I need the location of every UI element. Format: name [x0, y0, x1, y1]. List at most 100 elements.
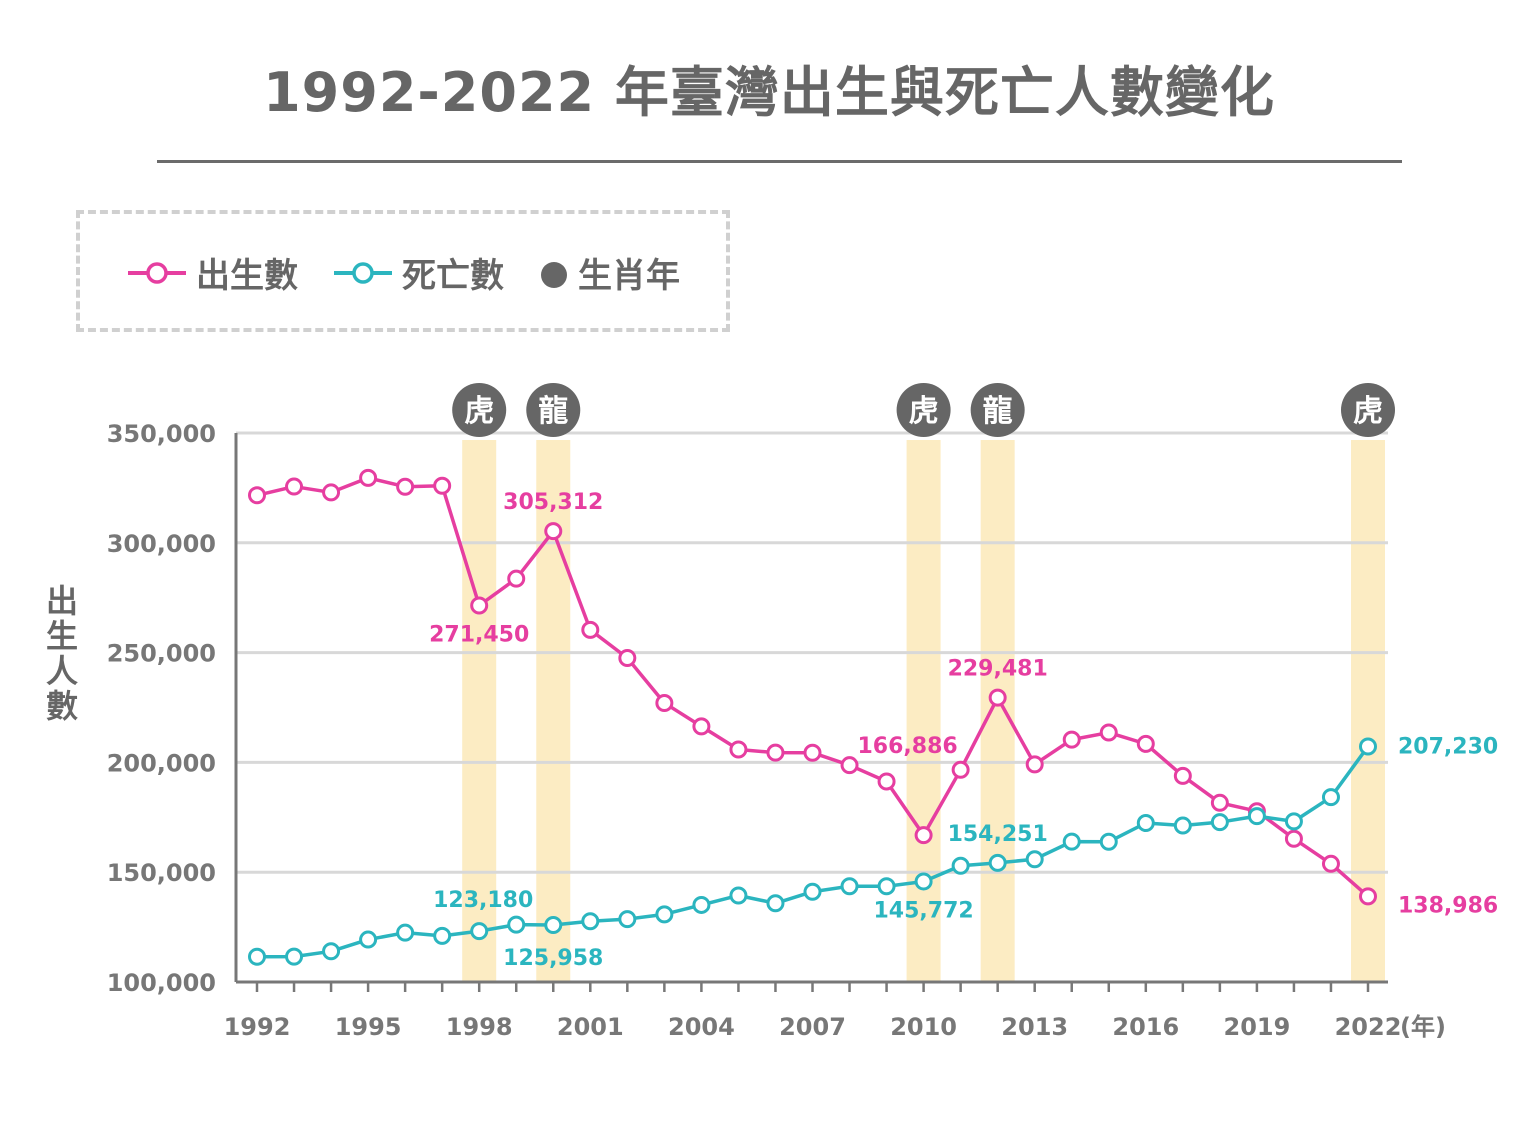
births-point — [951, 760, 970, 779]
deaths-point — [1136, 813, 1155, 832]
chart-title: 1992-2022 年臺灣出生與死亡人數變化 — [263, 61, 1275, 124]
series-lines — [248, 468, 1377, 966]
x-tick-label: 2004 — [668, 1013, 735, 1041]
legend-births[interactable]: 出生數 — [128, 256, 298, 296]
deaths-point — [1062, 832, 1081, 851]
births-point — [803, 743, 822, 762]
legend-deaths-label: 死亡數 — [402, 256, 504, 296]
y-tick-label: 200,000 — [107, 749, 216, 777]
deaths-point — [766, 894, 785, 913]
zodiac-badge-circle — [970, 383, 1025, 437]
zodiac-badge-circle — [452, 383, 507, 437]
zodiac-band-2010 — [906, 440, 941, 982]
zodiac-band-2000 — [536, 440, 571, 982]
zodiac-badge-2012: 龍 — [970, 383, 1025, 437]
data-label: 123,180 — [433, 888, 533, 913]
deaths-point — [248, 947, 266, 966]
births-point — [729, 740, 748, 759]
data-label: 271,450 — [429, 622, 529, 647]
zodiac-badge-circle — [896, 383, 951, 437]
x-tick-label: 2019 — [1224, 1013, 1291, 1041]
deaths-point — [618, 910, 637, 929]
x-tick-label: 2001 — [557, 1013, 624, 1041]
births-point — [359, 468, 378, 487]
deaths-point — [359, 930, 378, 949]
zodiac-badge-label: 虎 — [1353, 394, 1383, 429]
y-tick-label: 300,000 — [107, 530, 216, 558]
zodiac-badge-label: 虎 — [909, 394, 939, 429]
deaths-point — [285, 947, 304, 966]
deaths-point — [951, 856, 970, 875]
data-label: 166,886 — [857, 734, 957, 759]
zodiac-badge-2022: 虎 — [1341, 383, 1395, 437]
births-point — [1359, 887, 1377, 906]
births-point — [988, 688, 1007, 707]
births-point — [1062, 730, 1081, 749]
births-point — [581, 620, 600, 639]
zodiac-badge-2010: 虎 — [896, 383, 951, 437]
births-point — [396, 477, 415, 496]
deaths-point — [1321, 788, 1340, 807]
deaths-point — [470, 922, 489, 941]
deaths-point — [914, 872, 933, 891]
deaths-point — [1247, 807, 1266, 826]
zodiac-badge-label: 龍 — [538, 394, 568, 429]
births-point — [618, 649, 637, 668]
y-axis-title-char: 出 — [46, 582, 78, 620]
data-label: 125,958 — [503, 946, 603, 971]
births-point — [655, 693, 674, 712]
y-tick-label: 150,000 — [107, 859, 216, 887]
births-point — [248, 486, 266, 505]
data-label: 229,481 — [948, 657, 1048, 682]
zodiac-badge-2000: 龍 — [526, 383, 581, 437]
y-axis-title: 出生人數 — [46, 582, 78, 725]
data-labels: 305,312 271,450 229,481 166,886 138,986 123,1… — [429, 490, 1498, 971]
births-point — [1173, 766, 1192, 785]
zodiac-badges: 虎龍虎龍虎 — [452, 383, 1395, 437]
legend-deaths-marker-icon — [352, 262, 374, 284]
legend-zodiac-label: 生肖年 — [578, 256, 680, 296]
data-label: 145,772 — [873, 898, 973, 923]
births-point — [507, 569, 526, 588]
x-axis-unit-label: (年) — [1400, 1013, 1446, 1041]
deaths-point — [729, 886, 748, 905]
deaths-point — [396, 923, 415, 942]
zodiac-band-2012 — [980, 440, 1015, 982]
deaths-point — [1173, 816, 1192, 835]
zodiac-band-1998 — [462, 440, 497, 982]
births-point — [285, 477, 304, 496]
births-point — [914, 826, 933, 845]
births-point — [1210, 793, 1229, 812]
births-point — [1321, 854, 1340, 873]
births-point — [1099, 723, 1118, 742]
data-label: 154,251 — [948, 822, 1048, 847]
births-point — [1136, 734, 1155, 753]
legend-zodiac-dot-icon — [541, 262, 567, 288]
data-label: 207,230 — [1398, 735, 1498, 760]
legend-zodiac[interactable]: 生肖年 — [541, 256, 680, 296]
deaths-point — [840, 877, 859, 896]
legend-box — [76, 210, 730, 332]
x-tick-label: 2007 — [779, 1013, 846, 1041]
zodiac-badge-label: 虎 — [464, 394, 494, 429]
births-point — [544, 522, 563, 541]
births-point — [877, 772, 896, 791]
births-point — [840, 756, 859, 775]
legend-deaths[interactable]: 死亡數 — [334, 256, 504, 296]
zodiac-badge-circle — [526, 383, 581, 437]
y-tick-label: 250,000 — [107, 640, 216, 668]
legend-births-marker-icon — [146, 262, 168, 284]
births-point — [766, 743, 785, 762]
x-tick-label: 1992 — [224, 1013, 291, 1041]
series-line-births — [256, 476, 1370, 898]
deaths-point — [1284, 812, 1303, 831]
y-axis-title-char: 數 — [46, 687, 78, 725]
deaths-point — [803, 882, 822, 901]
deaths-point — [988, 853, 1007, 872]
x-tick-label: 1995 — [335, 1013, 402, 1041]
data-label: 138,986 — [1398, 893, 1498, 918]
x-tick-label: 2013 — [1001, 1013, 1068, 1041]
deaths-point — [322, 942, 341, 961]
births-point — [692, 717, 711, 736]
